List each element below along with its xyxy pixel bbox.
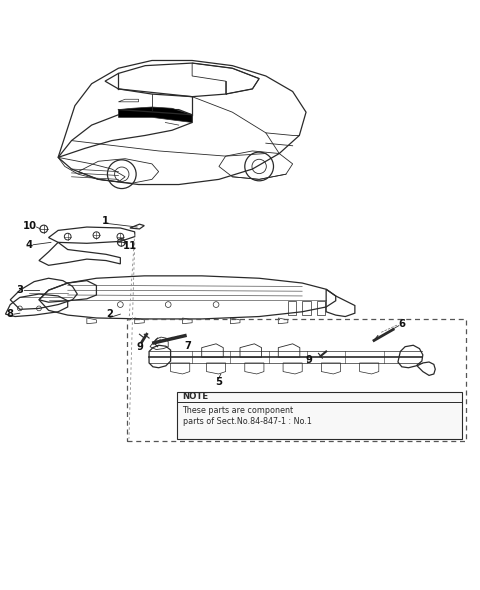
Text: 5: 5 (215, 377, 222, 387)
Bar (288, 301, 297, 315)
Text: 3: 3 (16, 285, 23, 295)
Bar (177, 392, 462, 438)
Polygon shape (119, 107, 192, 123)
Text: NOTE: NOTE (182, 392, 209, 401)
Bar (317, 301, 325, 315)
Text: These parts are component: These parts are component (182, 407, 294, 415)
Text: 9: 9 (136, 342, 143, 352)
Bar (302, 301, 311, 315)
Text: 9: 9 (306, 355, 313, 365)
Text: 7: 7 (184, 341, 191, 351)
Text: parts of Sect.No.84-847-1 : No.1: parts of Sect.No.84-847-1 : No.1 (182, 417, 312, 426)
Text: 4: 4 (26, 240, 33, 250)
Text: 6: 6 (398, 319, 405, 329)
Text: 8: 8 (7, 309, 14, 319)
Text: 11: 11 (123, 241, 137, 251)
Text: 2: 2 (107, 309, 113, 319)
Text: 10: 10 (23, 221, 36, 231)
Text: 1: 1 (101, 216, 108, 226)
